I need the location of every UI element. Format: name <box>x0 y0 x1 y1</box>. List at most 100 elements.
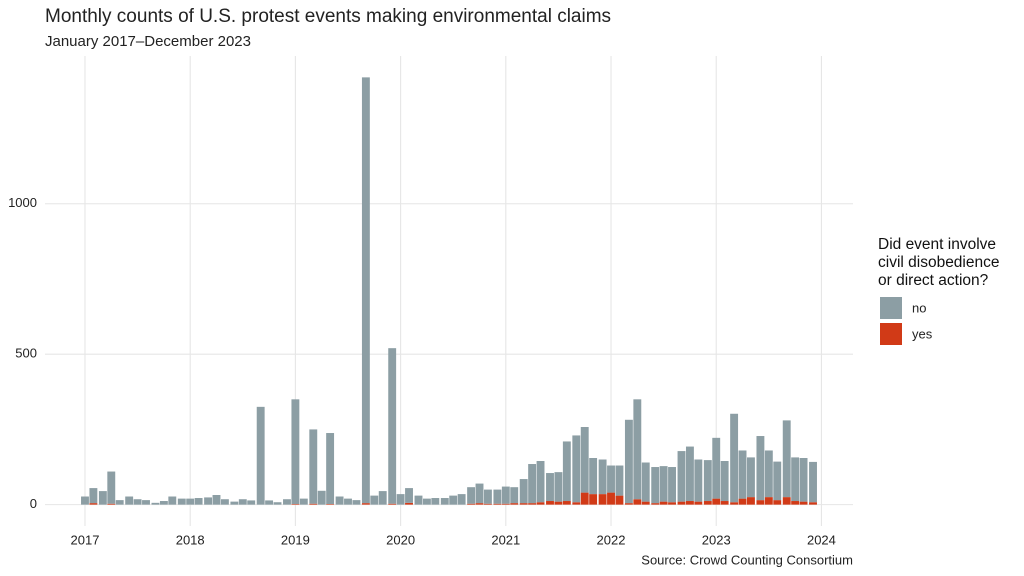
bar <box>107 471 116 504</box>
bar <box>747 457 755 498</box>
bar <box>125 496 134 505</box>
bar <box>764 450 773 498</box>
bar <box>493 503 502 505</box>
bar <box>519 503 528 505</box>
x-tick-label: 2020 <box>386 532 415 547</box>
x-tick-label: 2022 <box>597 532 626 547</box>
bar <box>89 503 98 505</box>
bar <box>703 460 712 502</box>
bar <box>738 450 747 499</box>
bar <box>598 459 607 495</box>
bar <box>283 499 291 505</box>
x-tick-label: 2021 <box>491 532 520 547</box>
bar <box>607 492 615 505</box>
bar <box>589 494 598 505</box>
bar <box>81 496 89 505</box>
bar <box>388 348 397 504</box>
bar <box>712 437 721 499</box>
bar <box>115 500 124 505</box>
bar <box>414 495 423 505</box>
bar <box>212 495 221 505</box>
bar <box>747 497 755 505</box>
caption: Source: Crowd Counting Consortium <box>641 552 853 567</box>
bar <box>562 501 571 505</box>
bar <box>151 502 160 505</box>
bar <box>405 502 413 505</box>
bar <box>309 503 318 505</box>
bar <box>720 461 729 502</box>
bar <box>467 503 476 505</box>
bar <box>809 461 817 503</box>
bar <box>756 436 765 501</box>
bar <box>440 498 449 505</box>
bar <box>546 501 554 505</box>
bar <box>238 499 247 505</box>
bar <box>546 473 554 502</box>
bar <box>378 491 387 505</box>
bar <box>633 399 642 500</box>
bar <box>309 429 318 504</box>
bar <box>194 498 203 505</box>
bar <box>422 498 431 505</box>
bar <box>580 492 589 505</box>
bar <box>659 501 668 505</box>
bar <box>782 497 791 505</box>
bar <box>405 488 413 503</box>
bar <box>159 501 168 505</box>
bar <box>493 489 502 504</box>
bar <box>791 501 800 505</box>
bar <box>431 498 440 505</box>
bar <box>720 501 729 505</box>
bar <box>361 503 370 505</box>
bar <box>352 500 361 505</box>
bar <box>782 420 791 498</box>
bar <box>651 503 660 505</box>
y-tick-label: 1000 <box>8 195 37 210</box>
bar <box>133 499 142 505</box>
bar <box>764 497 773 505</box>
bar <box>501 486 510 504</box>
bar <box>685 501 694 505</box>
bar <box>615 465 624 496</box>
bar <box>299 498 308 505</box>
legend-title: Did event involve civil disobedience or … <box>878 236 1000 289</box>
bar <box>475 483 484 504</box>
bar <box>344 498 352 505</box>
bar <box>457 494 466 505</box>
bar <box>98 491 107 505</box>
bar <box>554 501 563 505</box>
bar <box>773 500 782 505</box>
bar <box>703 501 712 505</box>
bar <box>641 462 650 502</box>
bar <box>677 451 686 502</box>
bar <box>580 427 589 493</box>
bar <box>467 487 476 504</box>
bar <box>326 433 335 505</box>
bar <box>528 464 537 504</box>
y-tick-label: 0 <box>30 496 37 511</box>
bar <box>186 498 195 505</box>
bar <box>177 498 186 505</box>
bar <box>694 501 703 505</box>
bar <box>475 503 484 505</box>
bar <box>483 503 492 505</box>
x-tick-label: 2018 <box>176 532 205 547</box>
bar <box>107 503 116 505</box>
bar <box>791 457 800 502</box>
bar <box>528 503 537 505</box>
legend-label: no <box>912 300 926 315</box>
bar <box>668 502 676 505</box>
chart-subtitle: January 2017–December 2023 <box>45 33 251 50</box>
bar <box>572 502 581 505</box>
bar <box>265 500 274 505</box>
legend-key <box>880 323 902 345</box>
y-tick-label: 500 <box>15 346 37 361</box>
bar <box>536 502 545 505</box>
bar <box>738 498 747 505</box>
bar <box>220 499 229 505</box>
bar <box>501 503 510 505</box>
bar <box>291 504 300 505</box>
x-tick-label: 2023 <box>702 532 731 547</box>
